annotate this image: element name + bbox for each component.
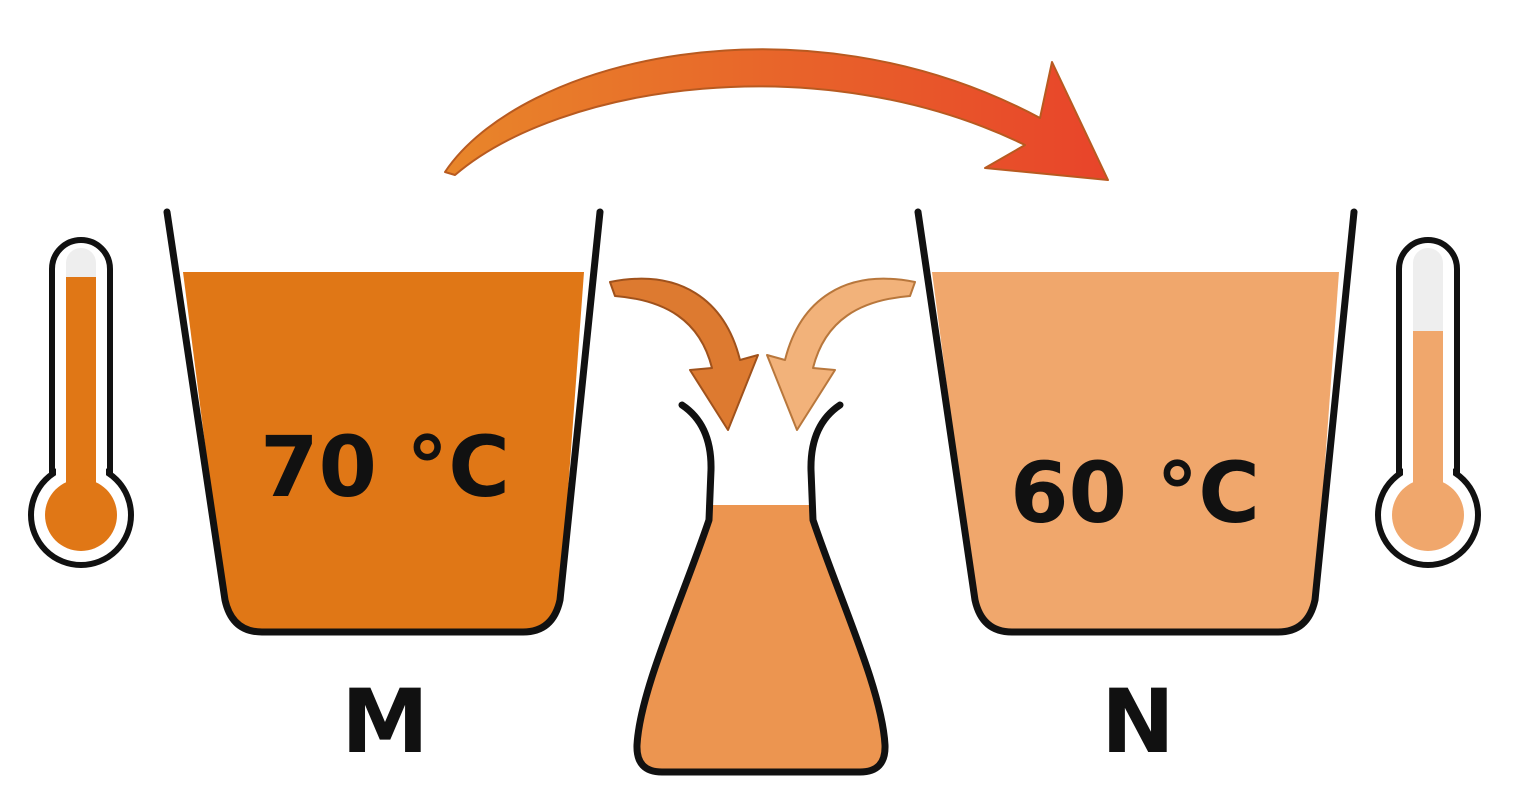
container-m-outline	[163, 208, 604, 636]
container-m-liquid	[183, 272, 584, 630]
container-m-temperature: 70 °C	[260, 418, 510, 516]
container-m-label: M	[341, 670, 429, 773]
pour-arrow-n-icon	[766, 277, 916, 431]
flask-outline	[633, 401, 889, 776]
container-m: 70 °C	[163, 208, 604, 636]
thermometer-m-icon	[28, 237, 134, 568]
container-n: 60 °C	[914, 208, 1358, 636]
container-n-label: N	[1101, 670, 1175, 773]
thermometer-n-icon	[1375, 237, 1481, 568]
container-n-liquid	[932, 272, 1339, 630]
pour-arrow-m-icon	[609, 277, 759, 431]
mixing-flask	[633, 401, 889, 776]
transfer-arrow-body	[444, 48, 1109, 181]
transfer-arrow-m-to-n	[444, 48, 1109, 181]
flask-liquid	[636, 505, 886, 770]
container-n-temperature: 60 °C	[1010, 444, 1260, 542]
container-n-outline	[914, 208, 1358, 636]
